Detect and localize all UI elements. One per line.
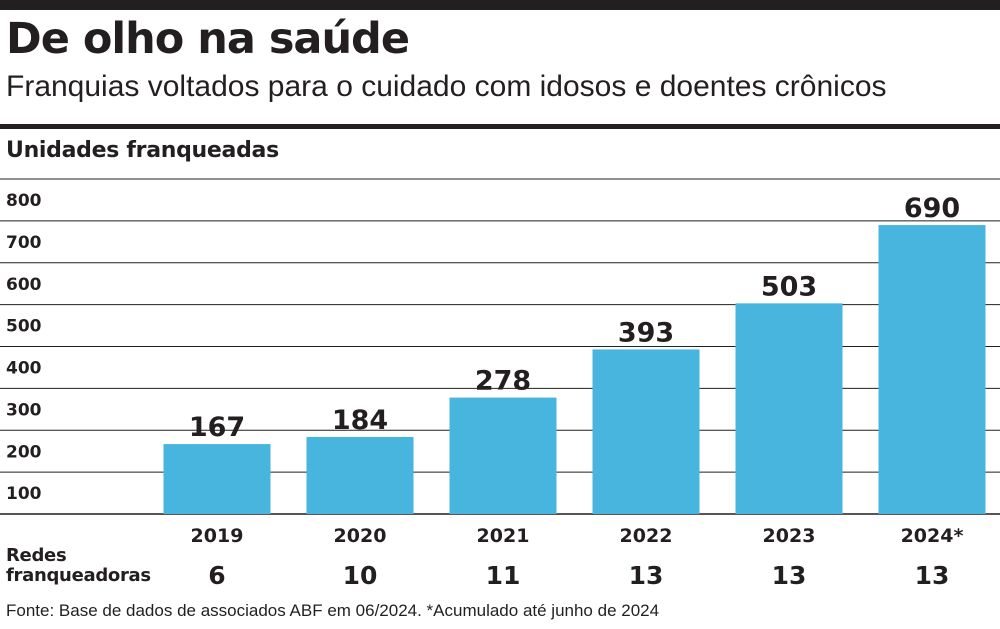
redes-value: 6 — [208, 561, 225, 590]
y-tick-label: 600 — [6, 275, 42, 295]
bar-2021 — [449, 397, 557, 514]
bar-value-label: 167 — [189, 412, 245, 443]
bar-value-label: 393 — [618, 317, 674, 348]
bar-chart: 167 184 278 393 503 690 100 200 300 400 500 600 700… — [0, 178, 1000, 590]
bar-value-label: 503 — [761, 271, 817, 302]
y-tick-label: 200 — [6, 442, 42, 462]
bar-value-label: 184 — [332, 405, 388, 436]
redes-value: 13 — [772, 561, 807, 590]
y-tick-label: 500 — [6, 317, 42, 337]
bar-2023 — [735, 303, 843, 514]
bar-value-label: 690 — [904, 193, 960, 224]
x-tick-label: 2020 — [334, 525, 387, 547]
bar-value-labels: 167 184 278 393 503 690 — [189, 193, 960, 443]
bar-2020 — [306, 436, 414, 514]
bar-2019 — [163, 444, 271, 514]
redes-values: 6 10 11 13 13 13 — [208, 561, 949, 590]
x-tick-label: 2023 — [763, 525, 816, 547]
page-subtitle: Franquias voltados para o cuidado com id… — [6, 70, 887, 103]
section-rule — [0, 124, 1000, 129]
bar-value-label: 278 — [475, 366, 531, 397]
x-tick-label: 2019 — [191, 525, 244, 547]
redes-value: 11 — [486, 561, 521, 590]
x-tick-label: 2021 — [477, 525, 530, 547]
bar-2022 — [592, 349, 700, 514]
page-title: De olho na saúde — [6, 14, 410, 64]
y-tick-labels: 100 200 300 400 500 600 700 800 — [6, 191, 42, 504]
redes-value: 13 — [915, 561, 950, 590]
top-rule — [0, 0, 1000, 10]
y-tick-label: 400 — [6, 359, 42, 379]
redes-franqueadoras-label: Redes franqueadoras — [6, 545, 151, 586]
x-tick-label: 2022 — [620, 525, 673, 547]
x-tick-labels: 2019 2020 2021 2022 2023 2024* — [191, 525, 964, 547]
y-tick-label: 800 — [6, 191, 42, 211]
y-tick-label: 100 — [6, 484, 42, 504]
source-note: Fonte: Base de dados de associados ABF e… — [6, 601, 660, 620]
y-tick-label: 300 — [6, 400, 42, 420]
y-tick-label: 700 — [6, 233, 42, 253]
bar-2024* — [878, 225, 986, 514]
bars — [163, 225, 986, 514]
redes-value: 10 — [343, 561, 378, 590]
x-tick-label: 2024* — [901, 525, 964, 547]
chart-title: Unidades franqueadas — [6, 138, 279, 163]
redes-value: 13 — [629, 561, 664, 590]
